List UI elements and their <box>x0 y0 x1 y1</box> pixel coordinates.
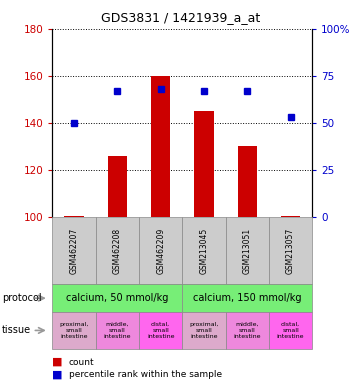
Text: distal,
small
intestine: distal, small intestine <box>277 322 304 339</box>
Text: GSM462208: GSM462208 <box>113 227 122 274</box>
Text: GDS3831 / 1421939_a_at: GDS3831 / 1421939_a_at <box>101 12 260 25</box>
Text: count: count <box>69 358 94 367</box>
Text: middle,
small
intestine: middle, small intestine <box>234 322 261 339</box>
Text: proximal,
small
intestine: proximal, small intestine <box>189 322 219 339</box>
Text: protocol: protocol <box>2 293 42 303</box>
Text: ■: ■ <box>52 357 63 367</box>
Text: GSM213057: GSM213057 <box>286 227 295 274</box>
Bar <box>64 216 84 217</box>
Text: GSM213051: GSM213051 <box>243 227 252 274</box>
Text: GSM462209: GSM462209 <box>156 227 165 274</box>
Bar <box>238 146 257 217</box>
Text: tissue: tissue <box>2 325 31 336</box>
Bar <box>108 156 127 217</box>
Bar <box>151 76 170 217</box>
Text: percentile rank within the sample: percentile rank within the sample <box>69 370 222 379</box>
Text: middle,
small
intestine: middle, small intestine <box>104 322 131 339</box>
Text: proximal,
small
intestine: proximal, small intestine <box>59 322 89 339</box>
Text: calcium, 50 mmol/kg: calcium, 50 mmol/kg <box>66 293 169 303</box>
Bar <box>194 111 214 217</box>
Text: ■: ■ <box>52 370 63 380</box>
Text: GSM462207: GSM462207 <box>70 227 78 274</box>
Text: GSM213045: GSM213045 <box>200 227 208 274</box>
Text: calcium, 150 mmol/kg: calcium, 150 mmol/kg <box>193 293 301 303</box>
Text: distal,
small
intestine: distal, small intestine <box>147 322 174 339</box>
